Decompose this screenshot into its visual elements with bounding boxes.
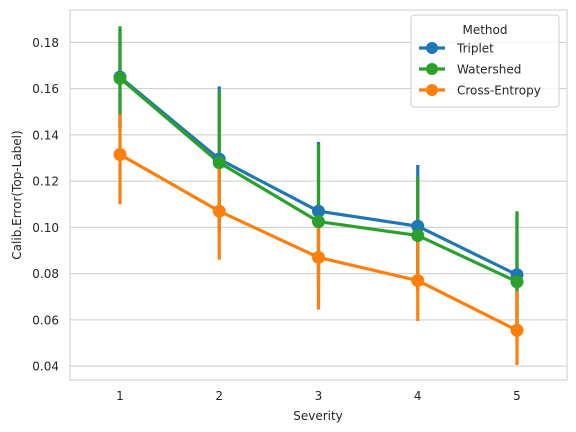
data-point-cross-entropy xyxy=(411,274,425,288)
data-point-cross-entropy xyxy=(113,148,127,162)
x-tick-label: 5 xyxy=(513,389,521,403)
x-tick-label: 4 xyxy=(414,389,422,403)
y-tick-label: 0.04 xyxy=(32,360,59,374)
legend-box xyxy=(410,14,560,108)
y-axis-label: Calib.Error(Top-Label) xyxy=(10,130,24,259)
legend-marker-watershed xyxy=(426,63,438,75)
x-tick-labels: 1 2 3 4 5 xyxy=(116,389,521,403)
data-point-watershed xyxy=(411,228,425,242)
legend-marker-triplet xyxy=(426,42,438,54)
data-point-watershed xyxy=(510,275,524,289)
y-tick-label: 0.06 xyxy=(32,313,59,327)
data-point-triplet xyxy=(312,204,325,218)
legend-marker-cross-entropy xyxy=(426,84,438,96)
legend-label-cross-entropy: Cross-Entropy xyxy=(457,84,541,98)
plot-frame xyxy=(69,9,568,381)
y-tick-label: 0.10 xyxy=(32,221,59,235)
data-point-triplet xyxy=(411,219,425,233)
legend: Method Triplet Watershed Cross-Entropy xyxy=(410,14,560,108)
y-tick-label: 0.12 xyxy=(32,175,59,189)
data-point-cross-entropy xyxy=(212,204,226,218)
data-point-watershed xyxy=(212,156,226,170)
legend-label-watershed: Watershed xyxy=(457,63,521,77)
y-tick-labels: 0.04 0.06 0.08 0.10 0.12 0.14 0.16 0.18 xyxy=(32,36,59,374)
y-tick-label: 0.16 xyxy=(32,82,59,96)
y-tick-label: 0.08 xyxy=(32,267,59,281)
y-tick-label: 0.14 xyxy=(32,128,59,142)
x-axis-label: Severity xyxy=(293,409,343,423)
legend-title: Method xyxy=(462,23,507,37)
x-tick-label: 3 xyxy=(315,389,323,403)
data-point-watershed xyxy=(312,215,325,229)
x-tick-label: 2 xyxy=(215,389,223,403)
data-point-watershed xyxy=(113,71,127,85)
series-points xyxy=(113,70,524,337)
legend-label-triplet: Triplet xyxy=(456,42,494,56)
data-point-cross-entropy xyxy=(510,323,524,337)
data-point-cross-entropy xyxy=(312,250,325,264)
y-tick-label: 0.18 xyxy=(32,36,59,50)
x-tick-label: 1 xyxy=(116,389,124,403)
